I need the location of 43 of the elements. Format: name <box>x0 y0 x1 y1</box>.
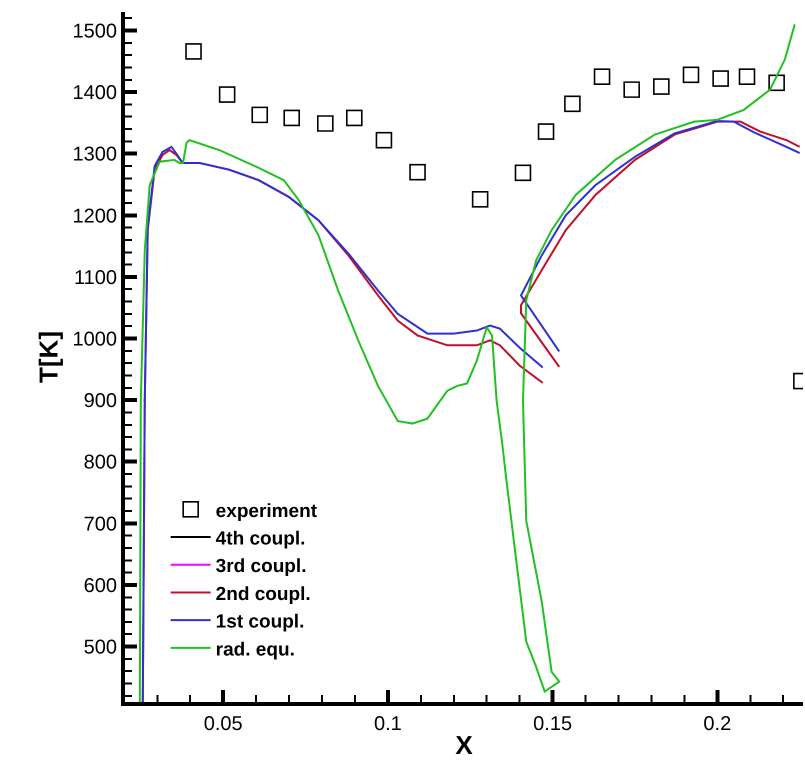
y-tick-label: 900 <box>84 390 117 412</box>
legend-label: rad. equ. <box>216 639 295 660</box>
point <box>218 86 236 103</box>
point <box>712 70 729 87</box>
point <box>472 190 488 208</box>
x-axis-title: X <box>455 730 474 760</box>
point <box>185 43 202 60</box>
y-tick-label: 1200 <box>72 205 117 228</box>
point <box>623 81 640 98</box>
point <box>682 66 700 84</box>
y-tick-label: 500 <box>84 636 117 659</box>
point <box>738 68 756 85</box>
point <box>376 132 392 148</box>
y-tick-label: 1500 <box>72 20 117 42</box>
point <box>317 115 334 132</box>
point <box>251 106 268 124</box>
y-axis-title: T[K] <box>33 331 64 383</box>
y-tick-label: 800 <box>84 452 117 474</box>
x-tick-label: 0.2 <box>703 713 732 735</box>
point <box>283 110 300 126</box>
point <box>409 164 426 180</box>
y-tick-label: 1300 <box>72 144 117 166</box>
y-tick-label: 700 <box>84 513 117 536</box>
legend-label: 3rd coupl. <box>216 556 306 578</box>
legend-label: experiment <box>216 500 318 522</box>
x-tick-label: 0.15 <box>533 713 572 735</box>
point <box>564 95 581 112</box>
x-tick-label: 0.05 <box>204 713 243 735</box>
point <box>538 123 554 140</box>
y-tick-label: 1100 <box>74 266 117 289</box>
point <box>653 78 670 95</box>
legend-label: 1st coupl. <box>216 612 304 633</box>
legend-label: 4th coupl. <box>216 528 306 550</box>
point <box>514 164 532 182</box>
point <box>346 110 363 126</box>
legend-label: 2nd coupl. <box>216 584 311 605</box>
point <box>768 74 785 92</box>
x-tick-label: 0.1 <box>374 713 402 735</box>
y-tick-label: 1400 <box>72 82 117 104</box>
line-series <box>138 23 796 702</box>
point <box>594 68 610 85</box>
y-tick-label: 1000 <box>72 328 117 351</box>
y-tick-label: 600 <box>84 574 117 597</box>
